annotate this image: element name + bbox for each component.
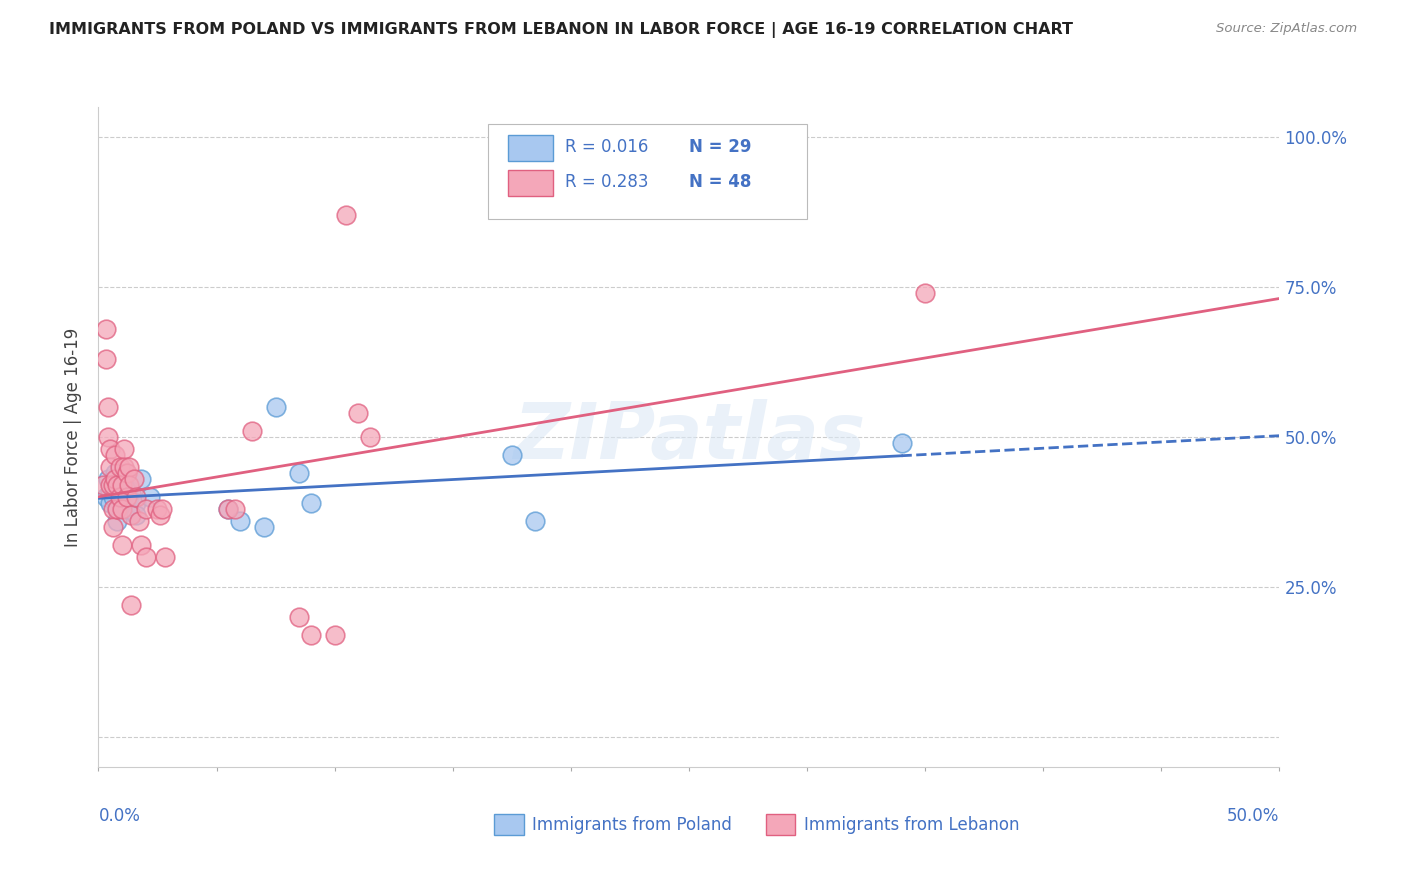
FancyBboxPatch shape [508,169,553,196]
Point [890,436,912,450]
Point [115,490,138,504]
Point [105,514,128,528]
Point [108,460,131,475]
Point [111,502,134,516]
Text: 0.0%: 0.0% [98,806,141,825]
Text: IMMIGRANTS FROM POLAND VS IMMIGRANTS FROM LEBANON IN LABOR FORCE | AGE 16-19 COR: IMMIGRANTS FROM POLAND VS IMMIGRANTS FRO… [49,22,1073,38]
Point [91,478,114,492]
Point [347,406,370,420]
Point [224,502,246,516]
Text: Source: ZipAtlas.com: Source: ZipAtlas.com [1216,22,1357,36]
Text: 50.0%: 50.0% [1227,806,1279,825]
Point [104,466,127,480]
Point [112,460,135,475]
FancyBboxPatch shape [766,814,796,835]
Point [150,502,173,516]
FancyBboxPatch shape [508,135,553,161]
Text: N = 48: N = 48 [689,173,751,191]
Point [299,628,322,642]
Point [217,502,239,516]
FancyBboxPatch shape [488,124,807,219]
Text: Immigrants from Poland: Immigrants from Poland [531,815,731,833]
Point [98,460,121,475]
Point [97,472,120,486]
Point [129,472,152,486]
Point [105,502,128,516]
Point [125,490,148,504]
Point [111,538,134,552]
Point [112,484,135,499]
Point [94,322,117,336]
Point [139,490,162,504]
Point [97,400,120,414]
Text: ZIPatlas: ZIPatlas [513,399,865,475]
Point [153,550,176,565]
Point [94,490,117,504]
Point [118,478,141,492]
Point [111,490,134,504]
Point [101,478,124,492]
Text: R = 0.283: R = 0.283 [565,173,648,191]
Point [115,502,138,516]
Point [101,520,124,534]
Point [288,466,311,480]
Point [98,442,121,456]
Point [121,598,143,612]
Point [111,496,134,510]
Point [323,628,346,642]
Text: R = 0.016: R = 0.016 [565,137,648,155]
Point [240,424,263,438]
Point [104,448,127,462]
Point [101,502,124,516]
Point [115,466,138,480]
Point [111,478,134,492]
Point [101,490,124,504]
Point [98,496,121,510]
Point [335,208,357,222]
Point [94,352,117,367]
Point [118,490,141,504]
Point [229,514,252,528]
Point [105,502,128,516]
Point [104,472,127,486]
Point [288,610,311,624]
Point [359,430,381,444]
Point [118,460,141,475]
Point [105,478,128,492]
Point [914,286,936,301]
Point [97,430,120,444]
Point [146,502,169,516]
Point [217,502,239,516]
Point [108,478,131,492]
Point [122,472,145,486]
Text: Immigrants from Lebanon: Immigrants from Lebanon [803,815,1019,833]
Point [128,514,150,528]
Text: N = 29: N = 29 [689,137,751,155]
Point [125,496,148,510]
Point [501,448,523,462]
Point [135,550,157,565]
Point [299,496,322,510]
Point [129,538,152,552]
FancyBboxPatch shape [494,814,523,835]
Point [101,478,124,492]
Point [125,508,148,522]
Point [98,484,121,499]
Point [98,478,121,492]
Point [135,502,157,516]
Point [149,508,172,522]
Point [112,442,135,456]
Point [524,514,547,528]
Point [121,508,143,522]
Point [121,484,143,499]
Y-axis label: In Labor Force | Age 16-19: In Labor Force | Age 16-19 [65,327,83,547]
Point [264,400,287,414]
Point [253,520,276,534]
Point [108,490,131,504]
